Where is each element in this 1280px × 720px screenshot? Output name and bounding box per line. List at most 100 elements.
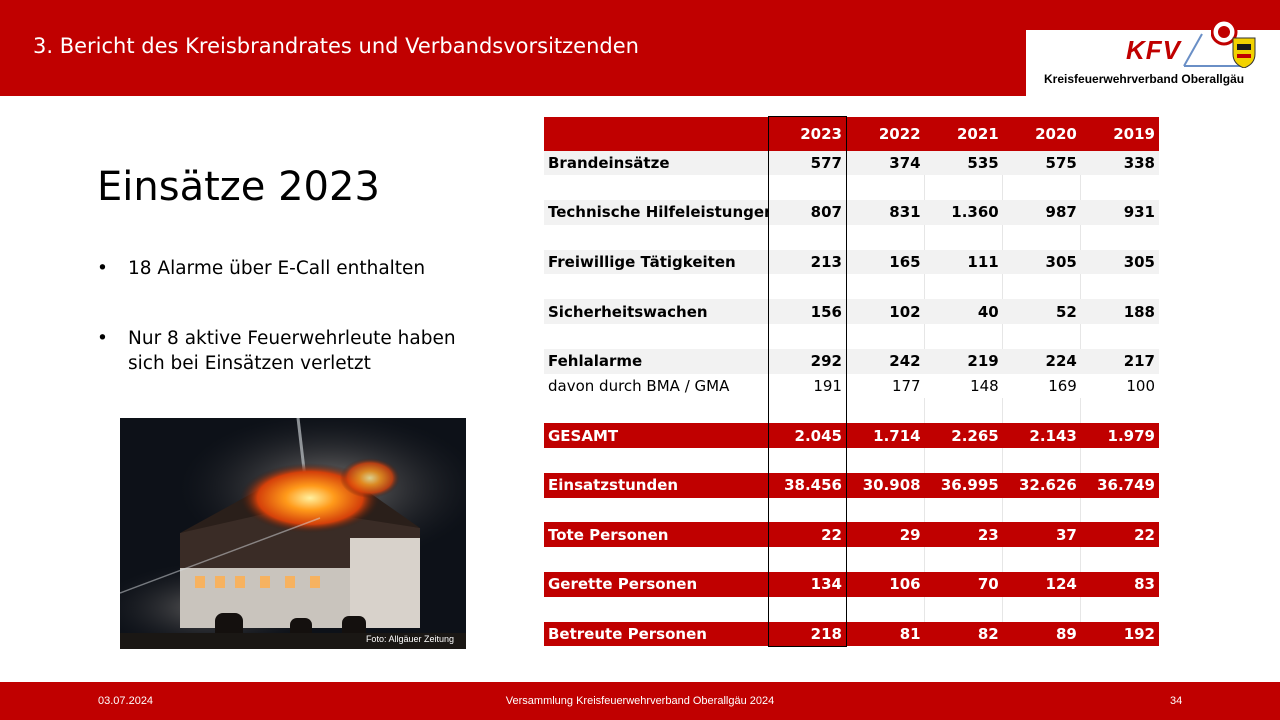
table-cell: 192	[1080, 621, 1159, 647]
row-label: Betreute Personen	[544, 621, 769, 647]
table-cell: 156	[767, 299, 847, 325]
section-title: 3. Bericht des Kreisbrandrates und Verba…	[33, 34, 639, 58]
spacer-row	[544, 324, 1159, 349]
table-cell: 577	[767, 150, 847, 176]
spacer-row	[544, 274, 1159, 300]
table-row: Sicherheitswachen 156 102 40 52 188	[544, 299, 1159, 325]
table-cell: 575	[1002, 150, 1081, 176]
table-cell: 338	[1080, 150, 1159, 176]
bullet-item: • Nur 8 aktive Feuerwehrleute haben sich…	[97, 326, 477, 376]
table-row: Technische Hilfeleistungen 807 831 1.360…	[544, 200, 1159, 225]
row-label: Gerette Personen	[544, 572, 769, 597]
table-row: Freiwillige Tätigkeiten 213 165 111 305 …	[544, 249, 1159, 275]
table-cell: 2.045	[767, 423, 847, 449]
year-header: 2019	[1080, 116, 1159, 151]
table-row: Gerette Personen 134 106 70 124 83	[544, 572, 1159, 597]
bullet-text: 18 Alarme über E-Call enthalten	[128, 258, 426, 279]
table-cell: 2.265	[924, 423, 1003, 449]
table-cell: 36.995	[924, 472, 1003, 498]
table-cell: 83	[1080, 572, 1159, 597]
table-cell: 111	[924, 249, 1003, 275]
year-header: 2020	[1002, 116, 1081, 151]
table-cell: 81	[846, 621, 925, 647]
table-row-total: GESAMT 2.045 1.714 2.265 2.143 1.979	[544, 423, 1159, 449]
row-label: Tote Personen	[544, 522, 769, 548]
row-label: Fehlalarme	[544, 348, 769, 374]
table-cell: 106	[846, 572, 925, 597]
table-cell: 191	[767, 373, 847, 399]
table-cell: 82	[924, 621, 1003, 647]
table-cell: 305	[1002, 249, 1081, 275]
table-cell: 23	[924, 522, 1003, 548]
bullet-dot-icon: •	[97, 328, 108, 349]
year-header: 2022	[846, 116, 925, 151]
table-cell: 374	[846, 150, 925, 176]
bullet-list: • 18 Alarme über E-Call enthalten • Nur …	[97, 256, 477, 421]
page-number: 34	[1170, 695, 1183, 707]
table-row: Tote Personen 22 29 23 37 22	[544, 522, 1159, 548]
spacer-row	[544, 596, 1159, 622]
table-cell: 30.908	[846, 472, 925, 498]
fire-photo: Foto: Allgäuer Zeitung	[120, 418, 466, 649]
footer-date: 03.07.2024	[98, 695, 154, 707]
table-cell: 224	[1002, 348, 1081, 374]
spacer-row	[544, 398, 1159, 424]
table-cell: 40	[924, 299, 1003, 325]
table-cell: 1.714	[846, 423, 925, 449]
table-cell: 2.143	[1002, 423, 1081, 449]
table-cell: 37	[1002, 522, 1081, 548]
footer-bar: 03.07.2024 Versammlung Kreisfeuerwehrver…	[0, 682, 1280, 720]
photo-caption: Foto: Allgäuer Zeitung	[365, 634, 454, 644]
row-label: Brandeinsätze	[544, 150, 769, 176]
table-row: Brandeinsätze 577 374 535 575 338	[544, 150, 1159, 176]
row-label: davon durch BMA / GMA	[544, 373, 769, 399]
logo-text: KFV	[1126, 35, 1181, 65]
table-cell: 22	[767, 522, 847, 548]
table-cell: 213	[767, 249, 847, 275]
bullet-dot-icon: •	[97, 258, 108, 279]
logo-subtitle: Kreisfeuerwehrverband Oberallgäu	[1044, 72, 1245, 86]
year-header: 2023	[767, 116, 847, 151]
table-cell: 1.360	[924, 200, 1003, 225]
table-cell: 148	[924, 373, 1003, 399]
table-cell: 242	[846, 348, 925, 374]
table-cell: 100	[1080, 373, 1159, 399]
table-header-row: 2023 2022 2021 2020 2019	[544, 116, 1159, 151]
table-cell: 165	[846, 249, 925, 275]
spacer-row	[544, 448, 1159, 473]
spacer-row	[544, 497, 1159, 523]
crest-icon	[1211, 18, 1256, 68]
table-cell: 70	[924, 572, 1003, 597]
table-row: Fehlalarme 292 242 219 224 217	[544, 348, 1159, 374]
table-row: Einsatzstunden 38.456 30.908 36.995 32.6…	[544, 472, 1159, 498]
row-label: Freiwillige Tätigkeiten	[544, 249, 769, 275]
table-cell: 22	[1080, 522, 1159, 548]
burning-house-image	[120, 418, 466, 649]
row-label: GESAMT	[544, 423, 769, 449]
table-cell: 188	[1080, 299, 1159, 325]
table-cell: 52	[1002, 299, 1081, 325]
header-empty-cell	[544, 116, 769, 151]
bullet-text: Nur 8 aktive Feuerwehrleute haben sich b…	[128, 328, 456, 374]
year-header: 2021	[924, 116, 1003, 151]
table-cell: 987	[1002, 200, 1081, 225]
spacer-row	[544, 175, 1159, 201]
row-label: Technische Hilfeleistungen	[544, 200, 769, 225]
table-row: davon durch BMA / GMA 191 177 148 169 10…	[544, 373, 1159, 399]
table-cell: 535	[924, 150, 1003, 176]
table-cell: 36.749	[1080, 472, 1159, 498]
table-cell: 218	[767, 621, 847, 647]
row-label: Sicherheitswachen	[544, 299, 769, 325]
logo-slash-icon	[1183, 33, 1242, 67]
table-cell: 931	[1080, 200, 1159, 225]
table-cell: 292	[767, 348, 847, 374]
table-cell: 32.626	[1002, 472, 1081, 498]
table-row: Betreute Personen 218 81 82 89 192	[544, 621, 1159, 647]
table-cell: 134	[767, 572, 847, 597]
table-cell: 219	[924, 348, 1003, 374]
table-cell: 29	[846, 522, 925, 548]
table-cell: 831	[846, 200, 925, 225]
slide-heading: Einsätze 2023	[97, 164, 380, 210]
table-cell: 124	[1002, 572, 1081, 597]
kfv-logo: KFV Kreisfeuerwehrverband Oberallgäu	[1026, 18, 1280, 96]
